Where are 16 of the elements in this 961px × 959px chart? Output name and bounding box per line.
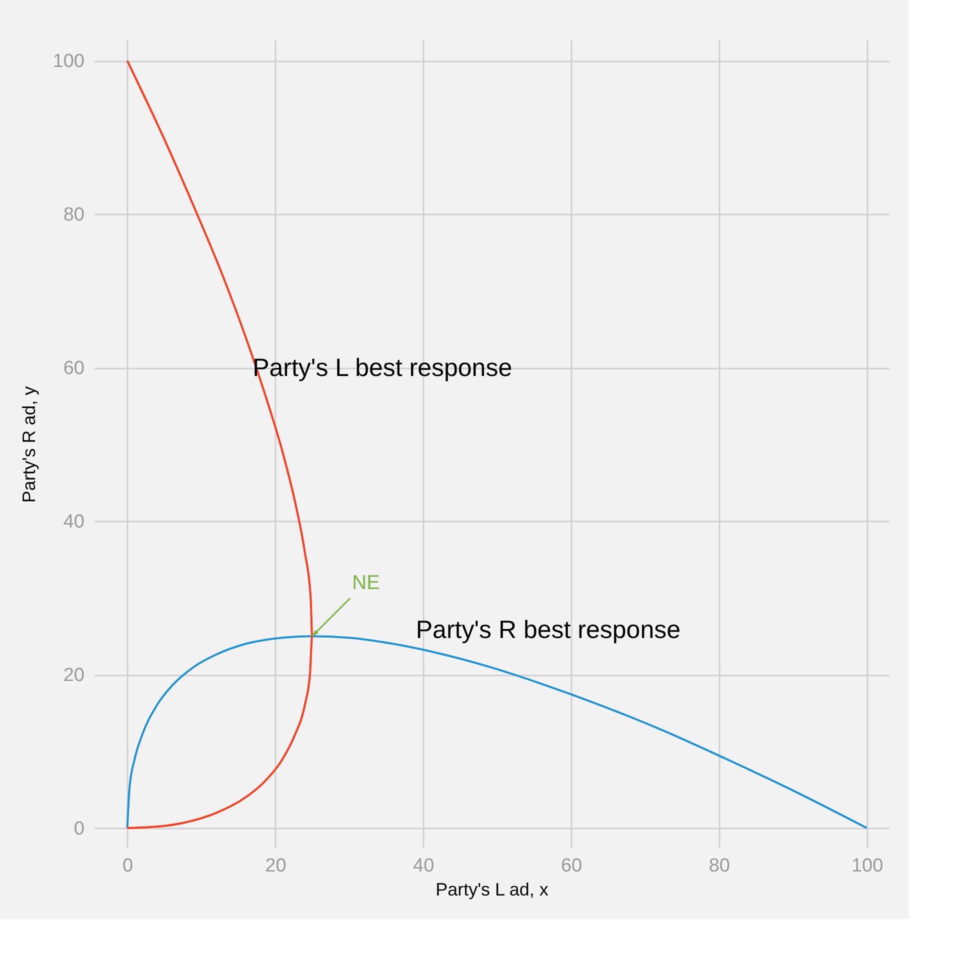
series-label: Party's R best response bbox=[416, 616, 681, 644]
y-tick-label: 100 bbox=[52, 51, 84, 72]
x-tick-label: 20 bbox=[265, 856, 286, 876]
y-tick-label: 40 bbox=[63, 512, 84, 533]
x-tick-label: 60 bbox=[560, 856, 582, 876]
x-tick-label: 100 bbox=[851, 856, 884, 876]
y-tick-label: 20 bbox=[63, 665, 84, 686]
annotation: NE bbox=[352, 572, 380, 594]
x-tick-label: 40 bbox=[413, 856, 434, 876]
y-tick-label: 0 bbox=[74, 818, 84, 840]
x-tick-label: 80 bbox=[708, 856, 730, 876]
y-tick-label: 80 bbox=[63, 204, 84, 226]
x-tick-label: 0 bbox=[122, 856, 134, 876]
y-axis-title: Party's R ad, y bbox=[18, 386, 39, 503]
y-tick-label: 60 bbox=[63, 358, 84, 380]
x-axis-title: Party's L ad, x bbox=[436, 880, 548, 900]
